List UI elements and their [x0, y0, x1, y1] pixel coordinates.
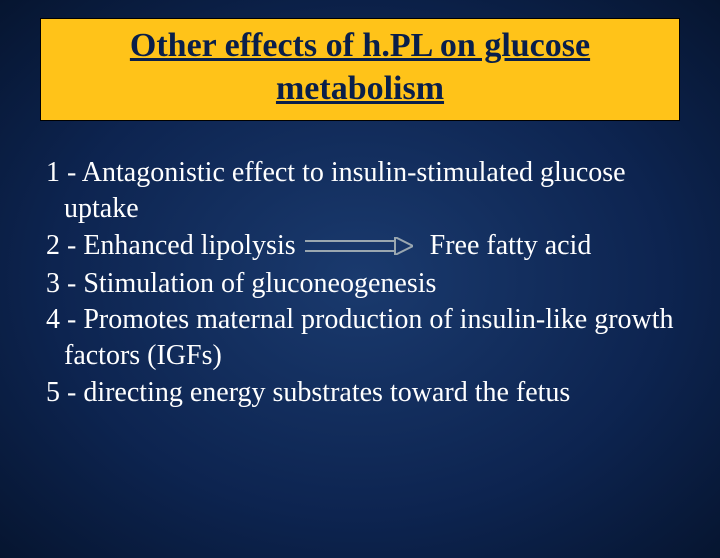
item-2-tail: Free fatty acid — [430, 230, 592, 261]
list-item: 4 - Promotes maternal production of insu… — [46, 302, 680, 375]
list-item: 1 - Antagonistic effect to insulin-stimu… — [46, 155, 680, 228]
list-item: 5 - directing energy substrates toward t… — [46, 375, 680, 411]
list-item: 2 - Enhanced lipolysis Free fatty acid — [46, 228, 680, 266]
content-area: 1 - Antagonistic effect to insulin-stimu… — [40, 155, 680, 411]
item-2-lead: 2 - Enhanced lipolysis — [46, 230, 296, 261]
title-box: Other effects of h.PL on glucose metabol… — [40, 18, 680, 121]
slide-title: Other effects of h.PL on glucose metabol… — [61, 25, 659, 110]
list-item: 3 - Stimulation of gluconeogenesis — [46, 266, 680, 302]
arrow-icon — [321, 229, 413, 265]
